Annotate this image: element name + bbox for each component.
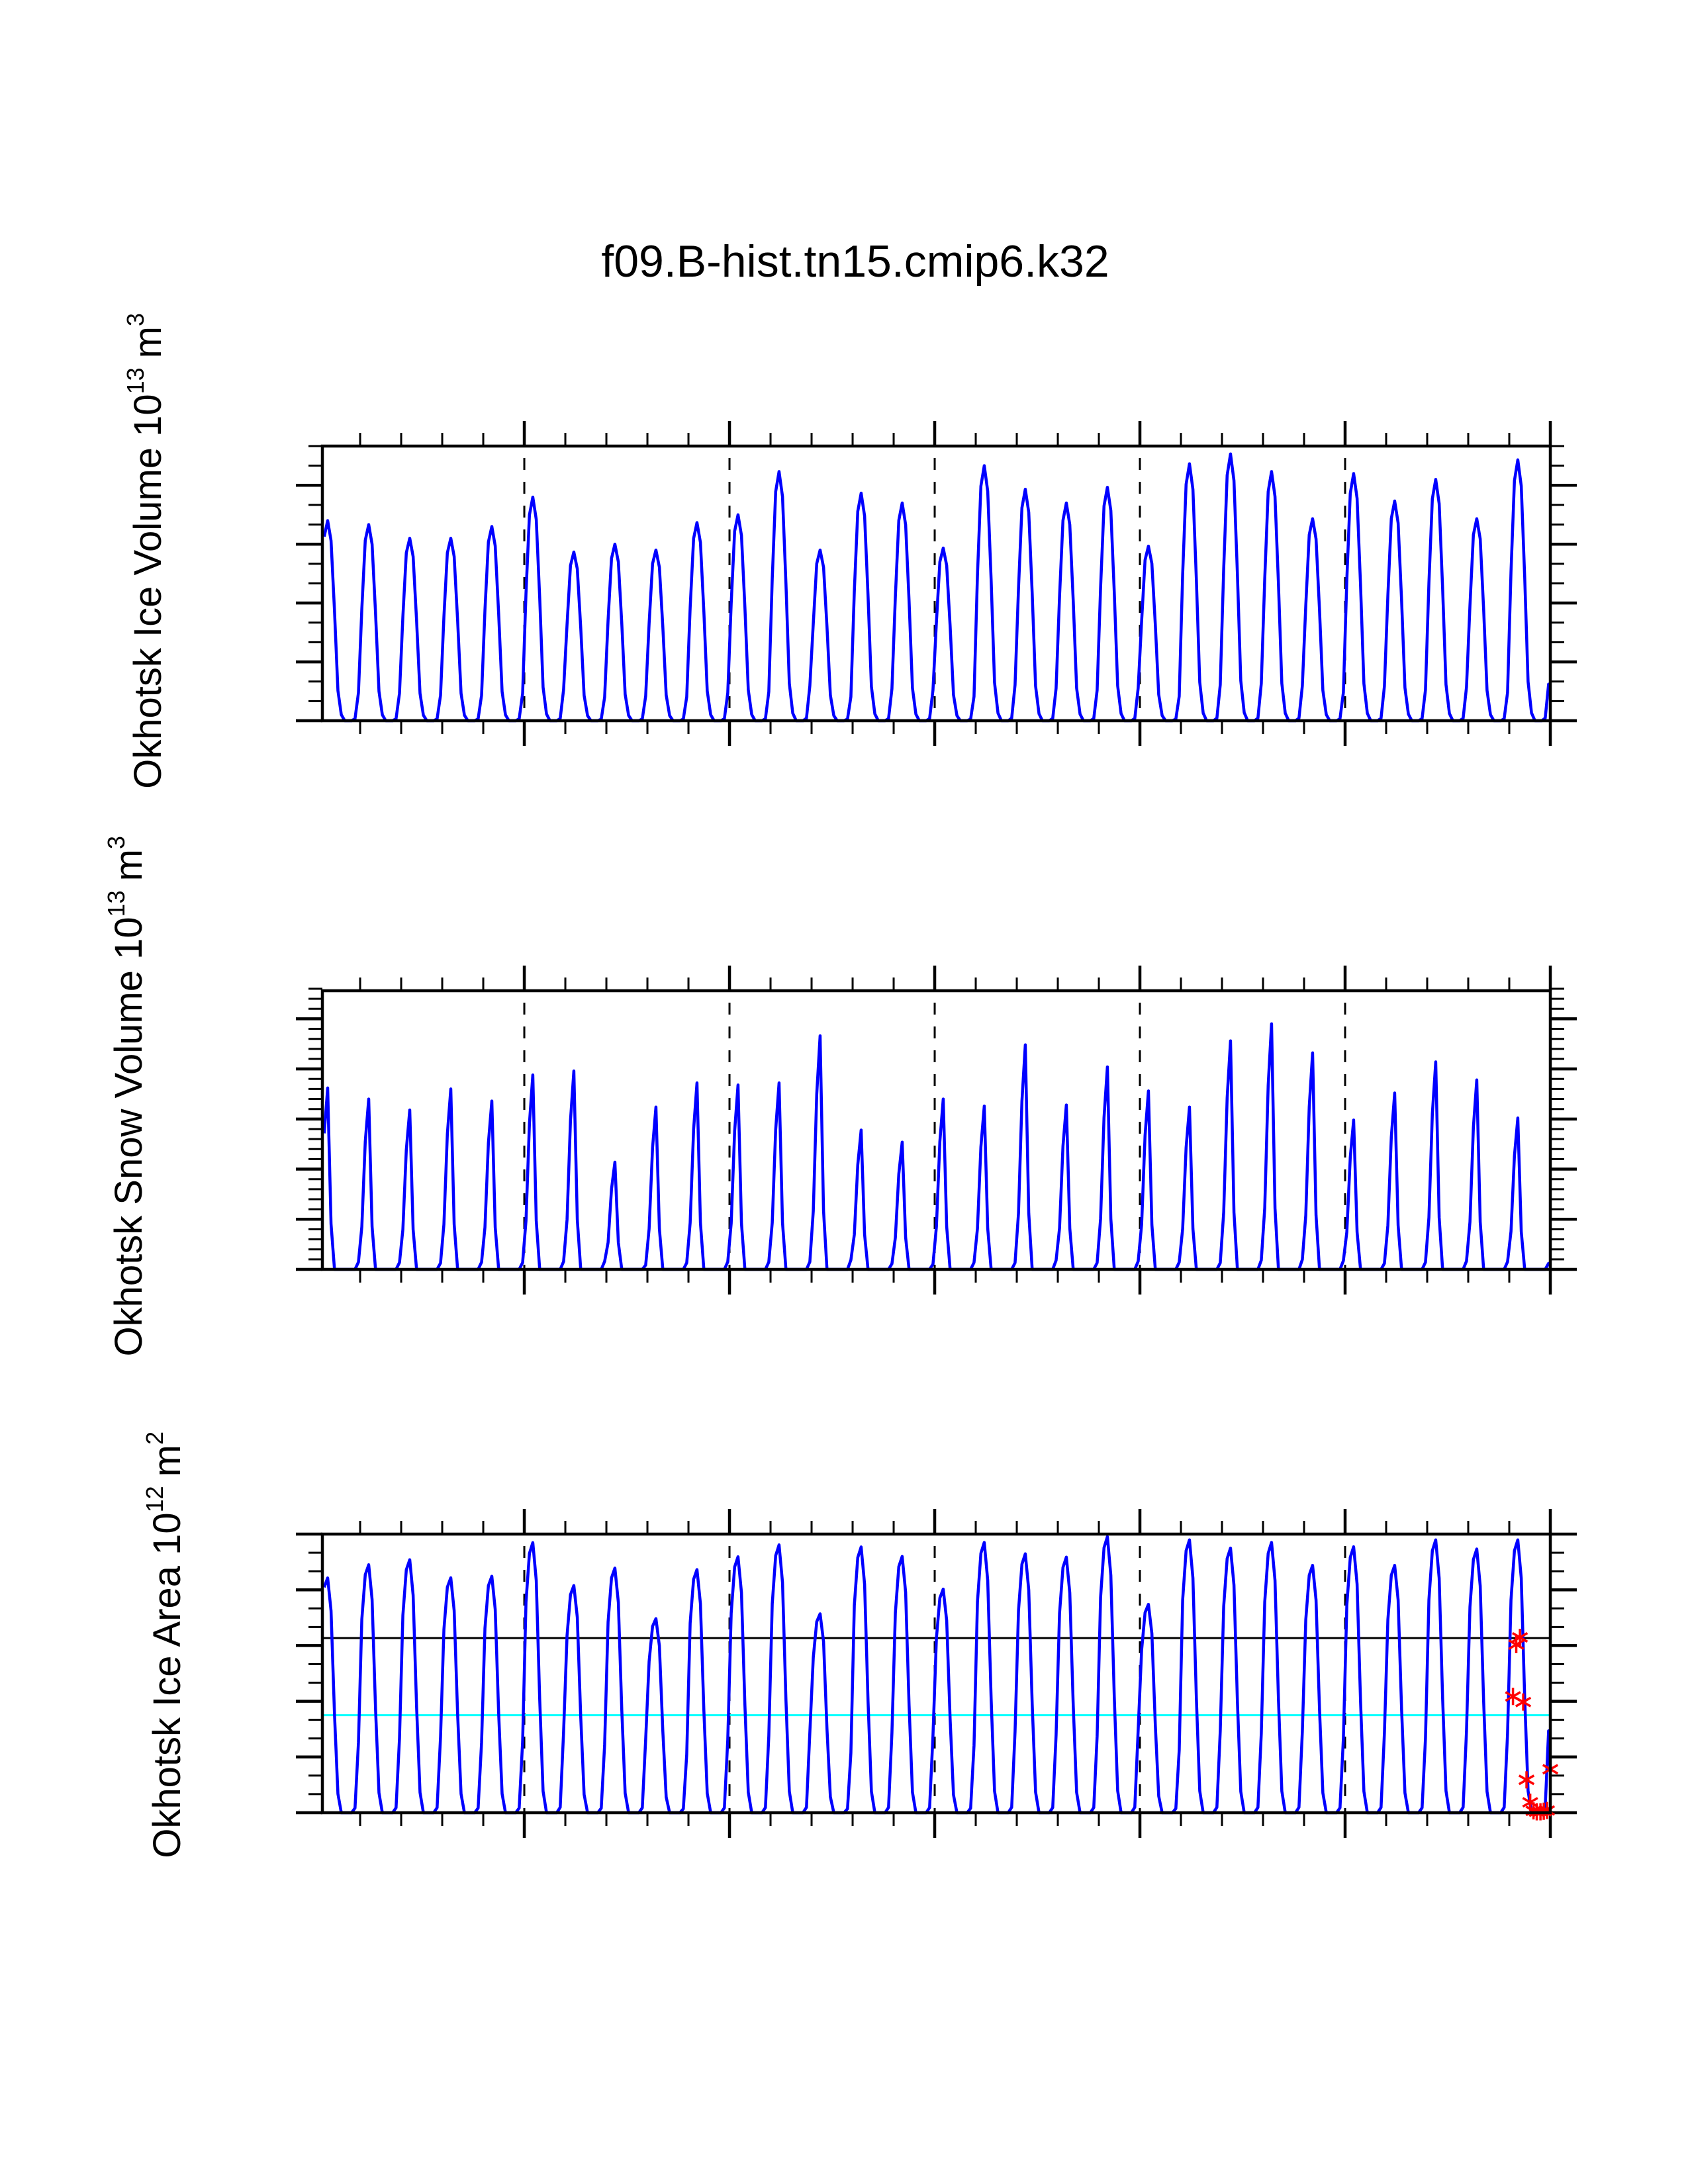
asterisk-marker <box>1518 1771 1535 1789</box>
asterisk-stroke <box>1518 1774 1535 1786</box>
series-line-okhotsk-ice-area <box>322 1535 1552 1815</box>
y-axis-title: Okhotsk Ice Volume 1013 m3 <box>122 313 169 789</box>
asterisk-stroke <box>1511 1632 1528 1643</box>
y-axis-title-text: Okhotsk Snow Volume 10 <box>107 917 150 1356</box>
asterisk-stroke <box>1522 1797 1538 1808</box>
y-axis-title-unit-exponent: 3 <box>122 313 149 326</box>
y-axis-title-exponent: 13 <box>103 890 130 917</box>
plot-frame <box>320 444 1552 723</box>
y-axis-title-text: Okhotsk Ice Volume 10 <box>126 394 169 788</box>
asterisk-marker <box>1515 1693 1532 1711</box>
y-axis-title: Okhotsk Snow Volume 1013 m3 <box>103 836 150 1357</box>
asterisk-stroke <box>1515 1696 1532 1707</box>
panel-2: Okhotsk Snow Volume 1013 m3 <box>103 836 1577 1357</box>
y-axis-title-unit-exponent: 3 <box>103 836 130 849</box>
asterisk-stroke <box>1508 1639 1524 1651</box>
vertical-grid-lines <box>523 1546 1346 1813</box>
axis-ticks <box>296 966 1577 1295</box>
panel-1: Okhotsk Ice Volume 1013 m3 <box>122 313 1577 789</box>
axis-ticks <box>296 421 1577 746</box>
y-axis-title-exponent: 12 <box>141 1486 168 1512</box>
plot-frame <box>320 989 1552 1271</box>
series-line-okhotsk-ice-volume <box>322 452 1552 723</box>
panel-3: Okhotsk Ice Area 1012 m2 <box>141 1432 1577 1858</box>
axis-ticks <box>296 1509 1577 1838</box>
asterisk-stroke <box>1538 1805 1556 1816</box>
asterisk-marker <box>1511 1629 1528 1647</box>
y-axis-title-unit: m <box>146 1445 189 1477</box>
page-title: f09.B-hist.tn15.cmip6.k32 <box>601 236 1109 287</box>
y-axis-title-exponent: 13 <box>122 367 149 394</box>
y-axis-title: Okhotsk Ice Area 1012 m2 <box>141 1432 189 1858</box>
y-axis-title-unit-exponent: 2 <box>141 1432 168 1445</box>
y-axis-title-text: Okhotsk Ice Area 10 <box>146 1512 189 1858</box>
y-axis-title-unit: m <box>107 849 150 881</box>
y-axis-title-unit: m <box>126 326 169 358</box>
plot-frame <box>320 1532 1552 1815</box>
series-line-okhotsk-snow-volume <box>322 1022 1552 1271</box>
